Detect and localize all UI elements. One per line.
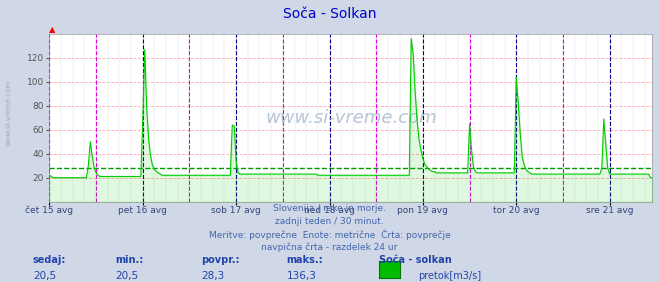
Text: 20,5: 20,5 — [33, 271, 56, 281]
Text: 28,3: 28,3 — [201, 271, 224, 281]
Text: Meritve: povprečne  Enote: metrične  Črta: povprečje: Meritve: povprečne Enote: metrične Črta:… — [209, 230, 450, 240]
Text: sedaj:: sedaj: — [33, 255, 67, 265]
Text: min.:: min.: — [115, 255, 144, 265]
Text: maks.:: maks.: — [287, 255, 324, 265]
Text: Soča - solkan: Soča - solkan — [379, 255, 451, 265]
Text: Slovenija / reke in morje.: Slovenija / reke in morje. — [273, 204, 386, 213]
Text: 136,3: 136,3 — [287, 271, 316, 281]
Text: www.si-vreme.com: www.si-vreme.com — [5, 80, 11, 146]
Text: povpr.:: povpr.: — [201, 255, 239, 265]
Text: pretok[m3/s]: pretok[m3/s] — [418, 271, 482, 281]
Text: 20,5: 20,5 — [115, 271, 138, 281]
Text: zadnji teden / 30 minut.: zadnji teden / 30 minut. — [275, 217, 384, 226]
Text: Soča - Solkan: Soča - Solkan — [283, 7, 376, 21]
Text: ▲: ▲ — [49, 25, 56, 34]
Text: navpična črta - razdelek 24 ur: navpična črta - razdelek 24 ur — [262, 243, 397, 252]
Text: www.si-vreme.com: www.si-vreme.com — [265, 109, 437, 127]
